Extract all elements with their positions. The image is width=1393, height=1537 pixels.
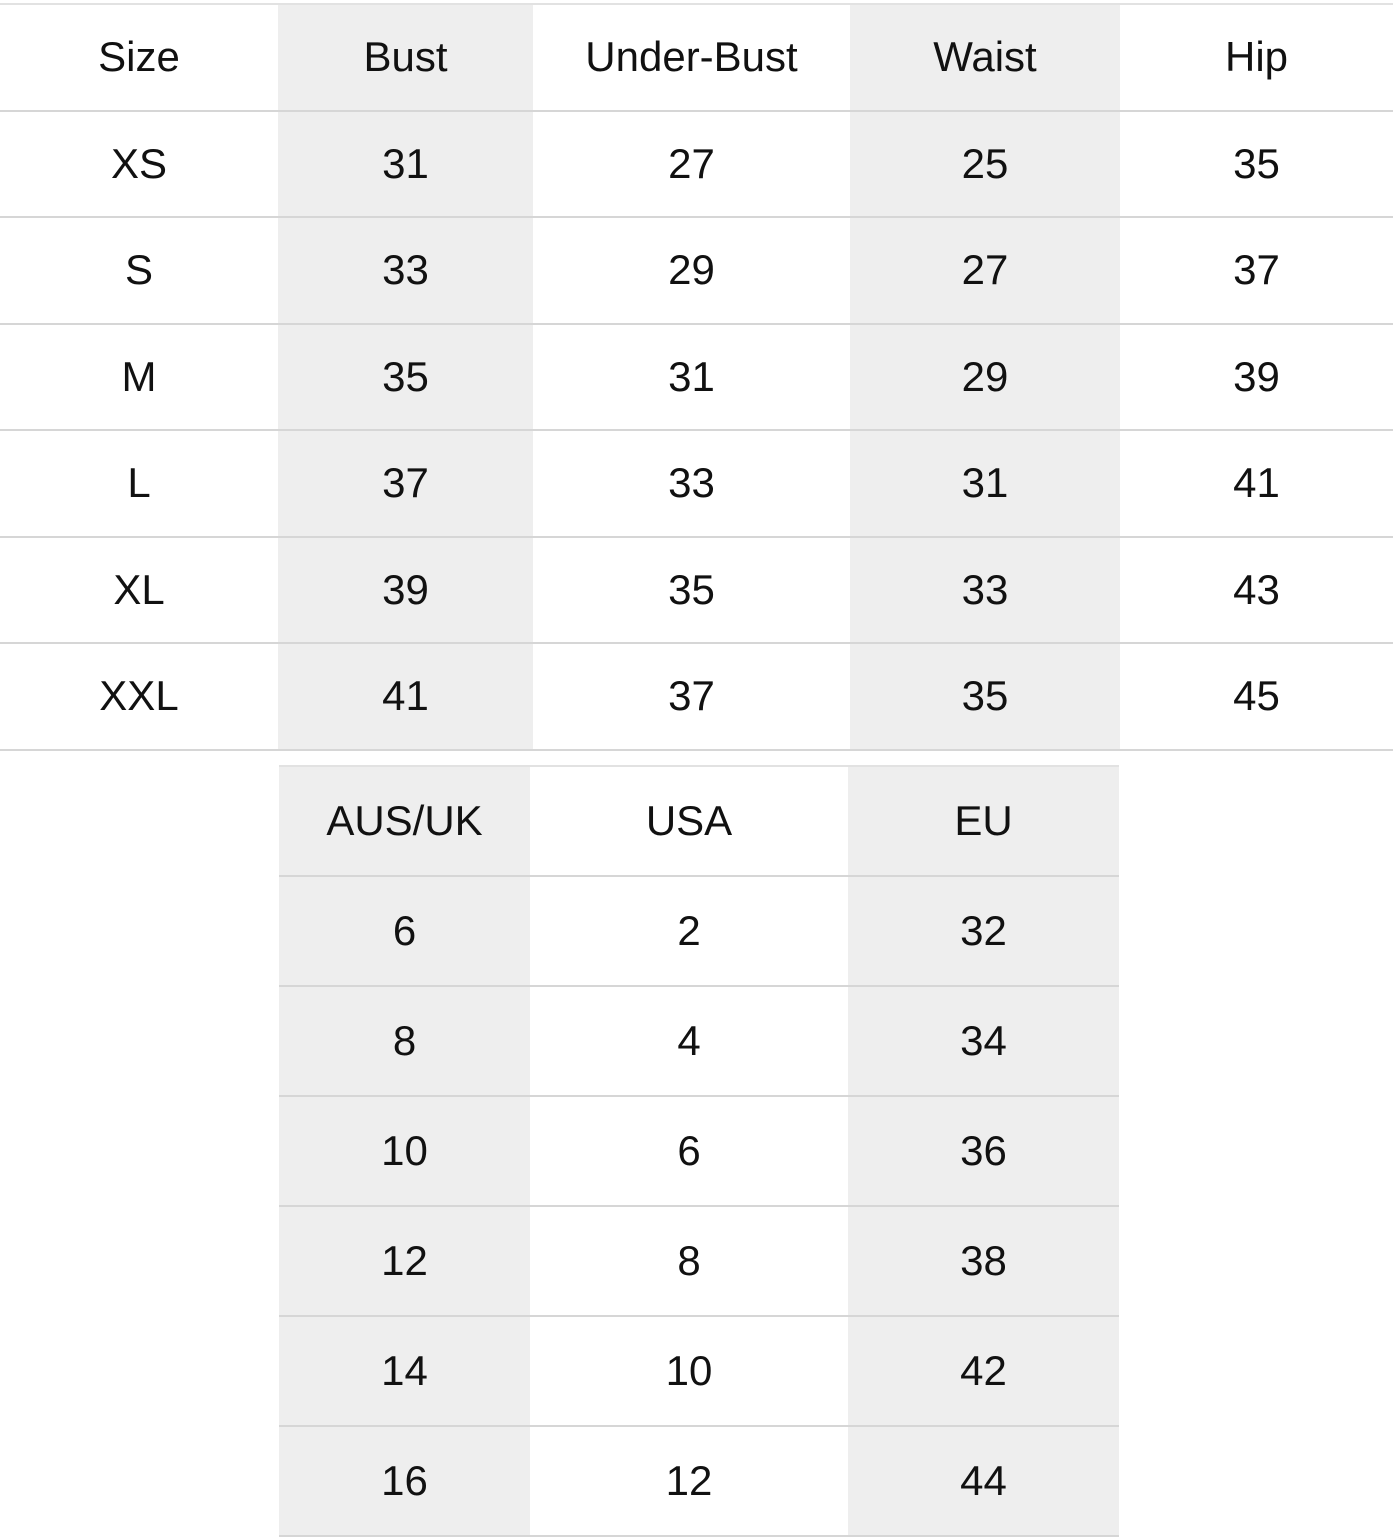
column-header: Bust xyxy=(278,4,533,112)
table-cell: XXL xyxy=(0,643,278,751)
table-cell: 33 xyxy=(850,536,1120,644)
table-cell: 6 xyxy=(530,1096,848,1207)
table-cell: M xyxy=(0,323,278,431)
table-cell: 12 xyxy=(279,1206,530,1317)
table-cell: 29 xyxy=(533,217,850,325)
table-cell: 39 xyxy=(278,536,533,644)
table-cell: 43 xyxy=(1120,536,1393,644)
table-row: L 37 33 31 41 xyxy=(0,430,1393,538)
header-row: Size Bust Under-Bust Waist Hip xyxy=(0,4,1393,112)
table-row: XL 39 35 33 43 xyxy=(0,536,1393,644)
table-cell: 16 xyxy=(279,1426,530,1537)
table-cell: XL xyxy=(0,536,278,644)
table-cell: 6 xyxy=(279,876,530,987)
table-row: S 33 29 27 37 xyxy=(0,217,1393,325)
table-cell: 39 xyxy=(1120,323,1393,431)
table-cell: 8 xyxy=(530,1206,848,1317)
table-cell: 29 xyxy=(850,323,1120,431)
table-cell: 27 xyxy=(533,110,850,218)
table-row: 8 4 34 xyxy=(279,986,1119,1097)
table-row: 6 2 32 xyxy=(279,876,1119,987)
table-cell: 33 xyxy=(533,430,850,538)
table-row: 10 6 36 xyxy=(279,1096,1119,1207)
table-cell: 37 xyxy=(1120,217,1393,325)
table-cell: 34 xyxy=(848,986,1119,1097)
table-cell: 10 xyxy=(530,1316,848,1427)
table-cell: 41 xyxy=(1120,430,1393,538)
measurements-table: Size Bust Under-Bust Waist Hip XS 31 27 25 35 S 33 2… xyxy=(0,3,1393,751)
table-cell: 35 xyxy=(1120,110,1393,218)
table-cell: 37 xyxy=(278,430,533,538)
table-cell: 31 xyxy=(278,110,533,218)
table-cell: L xyxy=(0,430,278,538)
table-row: M 35 31 29 39 xyxy=(0,323,1393,431)
table-cell: 38 xyxy=(848,1206,1119,1317)
table-row: 12 8 38 xyxy=(279,1206,1119,1317)
table-cell: 2 xyxy=(530,876,848,987)
table-cell: 35 xyxy=(533,536,850,644)
table-cell: 42 xyxy=(848,1316,1119,1427)
table-row: XXL 41 37 35 45 xyxy=(0,643,1393,751)
table-cell: 10 xyxy=(279,1096,530,1207)
table-cell: 4 xyxy=(530,986,848,1097)
table-cell: 25 xyxy=(850,110,1120,218)
table-cell: 31 xyxy=(533,323,850,431)
table-cell: 33 xyxy=(278,217,533,325)
header-row: AUS/UK USA EU xyxy=(279,766,1119,877)
table-cell: 12 xyxy=(530,1426,848,1537)
table-cell: 41 xyxy=(278,643,533,751)
table-row: 14 10 42 xyxy=(279,1316,1119,1427)
table-cell: 36 xyxy=(848,1096,1119,1207)
table-cell: 8 xyxy=(279,986,530,1097)
table-row: XS 31 27 25 35 xyxy=(0,110,1393,218)
column-header: Waist xyxy=(850,4,1120,112)
table-cell: S xyxy=(0,217,278,325)
column-header: Under-Bust xyxy=(533,4,850,112)
table-cell: 32 xyxy=(848,876,1119,987)
table-cell: 14 xyxy=(279,1316,530,1427)
table-cell: 35 xyxy=(278,323,533,431)
table-cell: XS xyxy=(0,110,278,218)
table-cell: 45 xyxy=(1120,643,1393,751)
table-cell: 44 xyxy=(848,1426,1119,1537)
column-header: USA xyxy=(530,766,848,877)
table-cell: 37 xyxy=(533,643,850,751)
table-row: 16 12 44 xyxy=(279,1426,1119,1537)
column-header: EU xyxy=(848,766,1119,877)
size-conversion-table: AUS/UK USA EU 6 2 32 8 4 34 10 6 36 12 8 38 14 10 42 16 12 4… xyxy=(279,765,1119,1537)
table-cell: 35 xyxy=(850,643,1120,751)
column-header: Size xyxy=(0,4,278,112)
table-cell: 31 xyxy=(850,430,1120,538)
table-cell: 27 xyxy=(850,217,1120,325)
column-header: Hip xyxy=(1120,4,1393,112)
column-header: AUS/UK xyxy=(279,766,530,877)
